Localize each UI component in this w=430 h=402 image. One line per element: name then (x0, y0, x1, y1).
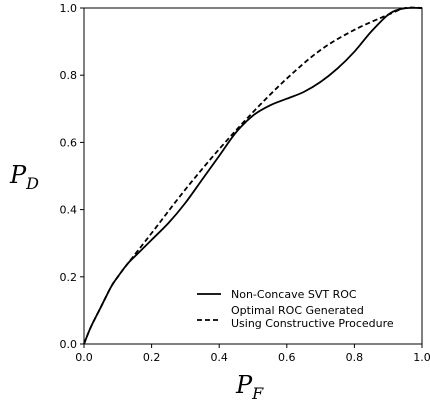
y-tick-label: 0.8 (60, 69, 78, 82)
optimal-roc-line (83, 6, 423, 345)
legend-label-optimal-line2: Using Constructive Procedure (231, 317, 394, 330)
legend-label-svt: Non-Concave SVT ROC (231, 288, 357, 301)
y-tick-label: 1.0 (60, 2, 78, 15)
y-tick-label: 0.0 (60, 338, 78, 351)
y-tick-label: 0.2 (60, 271, 78, 284)
y-axis-label: PD (9, 161, 39, 193)
x-tick-label: 0.2 (143, 351, 161, 364)
x-tick-label: 0.0 (75, 351, 93, 364)
x-axis-label: PF (235, 371, 264, 402)
legend-label-optimal-line1: Optimal ROC Generated (231, 304, 364, 317)
plot-frame (83, 7, 423, 345)
legend-label-optimal: Optimal ROC Generated Using Constructive… (231, 304, 394, 330)
legend: Non-Concave SVT ROC Optimal ROC Generate… (197, 288, 394, 330)
x-axis-ticks: 0.0 0.2 0.4 0.6 0.8 1.0 (75, 344, 430, 364)
series-group (83, 6, 423, 345)
y-tick-label: 0.6 (60, 136, 78, 149)
x-tick-label: 0.6 (278, 351, 296, 364)
y-tick-label: 0.4 (60, 204, 78, 217)
x-tick-label: 0.8 (346, 351, 364, 364)
y-axis-ticks: 0.0 0.2 0.4 0.6 0.8 1.0 (60, 2, 84, 351)
x-tick-label: 1.0 (413, 351, 430, 364)
x-tick-label: 0.4 (210, 351, 228, 364)
